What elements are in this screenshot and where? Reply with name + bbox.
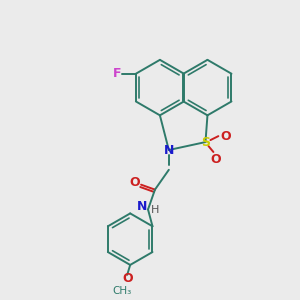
Text: CH₃: CH₃: [112, 286, 132, 296]
Text: O: O: [220, 130, 231, 142]
Text: O: O: [130, 176, 140, 189]
Text: O: O: [122, 272, 133, 285]
Text: S: S: [201, 136, 210, 148]
Text: N: N: [137, 200, 147, 213]
Text: H: H: [151, 206, 159, 215]
Text: O: O: [210, 153, 221, 167]
Text: F: F: [113, 67, 121, 80]
Text: N: N: [164, 143, 174, 157]
